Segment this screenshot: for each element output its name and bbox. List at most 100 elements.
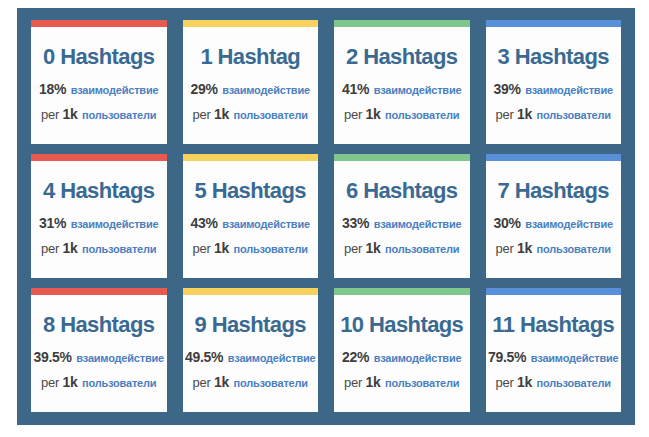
card-stats: 30% взаимодействие per 1k пользователи xyxy=(486,211,622,261)
card-stats: 43% взаимодействие per 1k пользователи xyxy=(183,211,319,261)
card-accent-bar xyxy=(334,20,470,27)
per-1k-label: per 1k xyxy=(193,374,229,390)
card-stats: 41% взаимодействие per 1k пользователи xyxy=(334,77,470,127)
stat-card: 5 Hashtags 43% взаимодействие per 1k пол… xyxy=(183,154,319,278)
engagement-percent: 43% xyxy=(191,215,218,231)
card-accent-bar xyxy=(334,154,470,161)
card-stats: 31% взаимодействие per 1k пользователи xyxy=(31,211,167,261)
card-accent-bar xyxy=(486,154,622,161)
interaction-label: взаимодействие xyxy=(71,84,159,96)
stat-card: 3 Hashtags 39% взаимодействие per 1k пол… xyxy=(486,20,622,144)
per-1k-label: per 1k xyxy=(344,106,380,122)
users-label: пользователи xyxy=(234,243,308,255)
stat-card: 6 Hashtags 33% взаимодействие per 1k пол… xyxy=(334,154,470,278)
card-title: 3 Hashtags xyxy=(488,44,620,70)
per-1k-line: per 1k пользователи xyxy=(183,236,319,261)
interaction-line: 22% взаимодействие xyxy=(334,345,470,370)
per-1k-line: per 1k пользователи xyxy=(31,102,167,127)
per-1k-label: per 1k xyxy=(344,374,380,390)
per-1k-label: per 1k xyxy=(496,106,532,122)
engagement-percent: 18% xyxy=(39,81,66,97)
card-accent-bar xyxy=(486,20,622,27)
per-1k-line: per 1k пользователи xyxy=(183,370,319,395)
card-title: 1 Hashtag xyxy=(185,44,317,70)
per-1k-line: per 1k пользователи xyxy=(486,370,622,395)
per-1k-label: per 1k xyxy=(496,240,532,256)
stat-card: 11 Hashtags 79.5% взаимодействие per 1k … xyxy=(486,288,622,412)
per-1k-line: per 1k пользователи xyxy=(334,102,470,127)
card-title: 2 Hashtags xyxy=(336,44,468,70)
stat-card: 1 Hashtag 29% взаимодействие per 1k поль… xyxy=(183,20,319,144)
interaction-label: взаимодействие xyxy=(374,352,462,364)
engagement-percent: 49.5% xyxy=(185,349,223,365)
card-stats: 29% взаимодействие per 1k пользователи xyxy=(183,77,319,127)
interaction-line: 29% взаимодействие xyxy=(183,77,319,102)
per-1k-label: per 1k xyxy=(193,240,229,256)
engagement-percent: 79.5% xyxy=(488,349,526,365)
stat-card: 7 Hashtags 30% взаимодействие per 1k пол… xyxy=(486,154,622,278)
per-1k-line: per 1k пользователи xyxy=(334,370,470,395)
per-1k-line: per 1k пользователи xyxy=(486,236,622,261)
interaction-line: 39.5% взаимодействие xyxy=(31,345,167,370)
card-accent-bar xyxy=(31,288,167,295)
card-title: 4 Hashtags xyxy=(33,178,165,204)
per-1k-line: per 1k пользователи xyxy=(334,236,470,261)
interaction-label: взаимодействие xyxy=(374,84,462,96)
card-stats: 79.5% взаимодействие per 1k пользователи xyxy=(486,345,622,395)
engagement-percent: 41% xyxy=(342,81,369,97)
stat-card: 10 Hashtags 22% взаимодействие per 1k по… xyxy=(334,288,470,412)
users-label: пользователи xyxy=(234,109,308,121)
card-stats: 39% взаимодействие per 1k пользователи xyxy=(486,77,622,127)
stat-card: 2 Hashtags 41% взаимодействие per 1k пол… xyxy=(334,20,470,144)
interaction-label: взаимодействие xyxy=(525,84,613,96)
engagement-percent: 31% xyxy=(39,215,66,231)
card-stats: 18% взаимодействие per 1k пользователи xyxy=(31,77,167,127)
card-title: 11 Hashtags xyxy=(488,312,620,338)
users-label: пользователи xyxy=(234,377,308,389)
card-accent-bar xyxy=(334,288,470,295)
card-title: 8 Hashtags xyxy=(33,312,165,338)
users-label: пользователи xyxy=(385,109,459,121)
users-label: пользователи xyxy=(385,243,459,255)
interaction-label: взаимодействие xyxy=(76,352,164,364)
card-title: 6 Hashtags xyxy=(336,178,468,204)
interaction-line: 31% взаимодействие xyxy=(31,211,167,236)
stat-card: 8 Hashtags 39.5% взаимодействие per 1k п… xyxy=(31,288,167,412)
per-1k-line: per 1k пользователи xyxy=(486,102,622,127)
per-1k-label: per 1k xyxy=(344,240,380,256)
card-title: 9 Hashtags xyxy=(185,312,317,338)
engagement-percent: 22% xyxy=(342,349,369,365)
stat-card: 0 Hashtags 18% взаимодействие per 1k пол… xyxy=(31,20,167,144)
engagement-percent: 29% xyxy=(191,81,218,97)
card-stats: 49.5% взаимодействие per 1k пользователи xyxy=(183,345,319,395)
interaction-label: взаимодействие xyxy=(374,218,462,230)
per-1k-label: per 1k xyxy=(41,374,77,390)
card-accent-bar xyxy=(31,154,167,161)
interaction-line: 18% взаимодействие xyxy=(31,77,167,102)
card-accent-bar xyxy=(31,20,167,27)
interaction-label: взаимодействие xyxy=(228,352,316,364)
per-1k-line: per 1k пользователи xyxy=(183,102,319,127)
per-1k-label: per 1k xyxy=(41,240,77,256)
users-label: пользователи xyxy=(82,109,156,121)
users-label: пользователи xyxy=(537,109,611,121)
card-stats: 33% взаимодействие per 1k пользователи xyxy=(334,211,470,261)
interaction-line: 30% взаимодействие xyxy=(486,211,622,236)
card-accent-bar xyxy=(183,154,319,161)
per-1k-line: per 1k пользователи xyxy=(31,370,167,395)
stat-card: 9 Hashtags 49.5% взаимодействие per 1k п… xyxy=(183,288,319,412)
card-stats: 22% взаимодействие per 1k пользователи xyxy=(334,345,470,395)
interaction-line: 39% взаимодействие xyxy=(486,77,622,102)
interaction-line: 79.5% взаимодействие xyxy=(486,345,622,370)
users-label: пользователи xyxy=(537,243,611,255)
card-accent-bar xyxy=(183,20,319,27)
engagement-percent: 30% xyxy=(494,215,521,231)
interaction-label: взаимодействие xyxy=(222,218,310,230)
card-title: 0 Hashtags xyxy=(33,44,165,70)
per-1k-line: per 1k пользователи xyxy=(31,236,167,261)
users-label: пользователи xyxy=(537,377,611,389)
interaction-label: взаимодействие xyxy=(531,352,619,364)
card-accent-bar xyxy=(183,288,319,295)
stat-card: 4 Hashtags 31% взаимодействие per 1k пол… xyxy=(31,154,167,278)
hashtag-stats-panel: 0 Hashtags 18% взаимодействие per 1k пол… xyxy=(17,8,635,425)
